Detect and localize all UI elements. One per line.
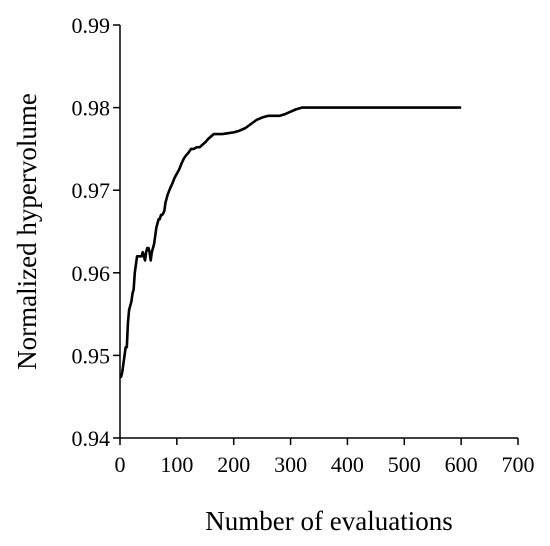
x-tick-label: 100 xyxy=(160,452,193,477)
x-tick-label: 600 xyxy=(445,452,478,477)
x-tick-label: 200 xyxy=(217,452,250,477)
x-tick-label: 400 xyxy=(331,452,364,477)
x-tick-label: 500 xyxy=(388,452,421,477)
y-axis-ticks: 0.94 0.95 0.96 0.97 0.98 0.99 xyxy=(72,13,120,451)
x-tick-label: 700 xyxy=(502,452,535,477)
y-tick-label: 0.94 xyxy=(72,426,111,451)
y-tick-label: 0.96 xyxy=(72,261,111,286)
y-tick-label: 0.95 xyxy=(72,343,111,368)
y-tick-label: 0.99 xyxy=(72,13,111,38)
x-tick-label: 300 xyxy=(274,452,307,477)
x-axis-title: Number of evaluations xyxy=(205,506,452,536)
y-tick-label: 0.98 xyxy=(72,96,111,121)
y-axis-title: Normalized hypervolume xyxy=(12,93,42,370)
series-line xyxy=(119,106,462,379)
x-tick-label: 0 xyxy=(115,452,126,477)
x-axis-ticks: 0 100 200 300 400 500 600 700 xyxy=(115,438,535,477)
axes xyxy=(119,25,518,439)
y-tick-label: 0.97 xyxy=(72,178,111,203)
